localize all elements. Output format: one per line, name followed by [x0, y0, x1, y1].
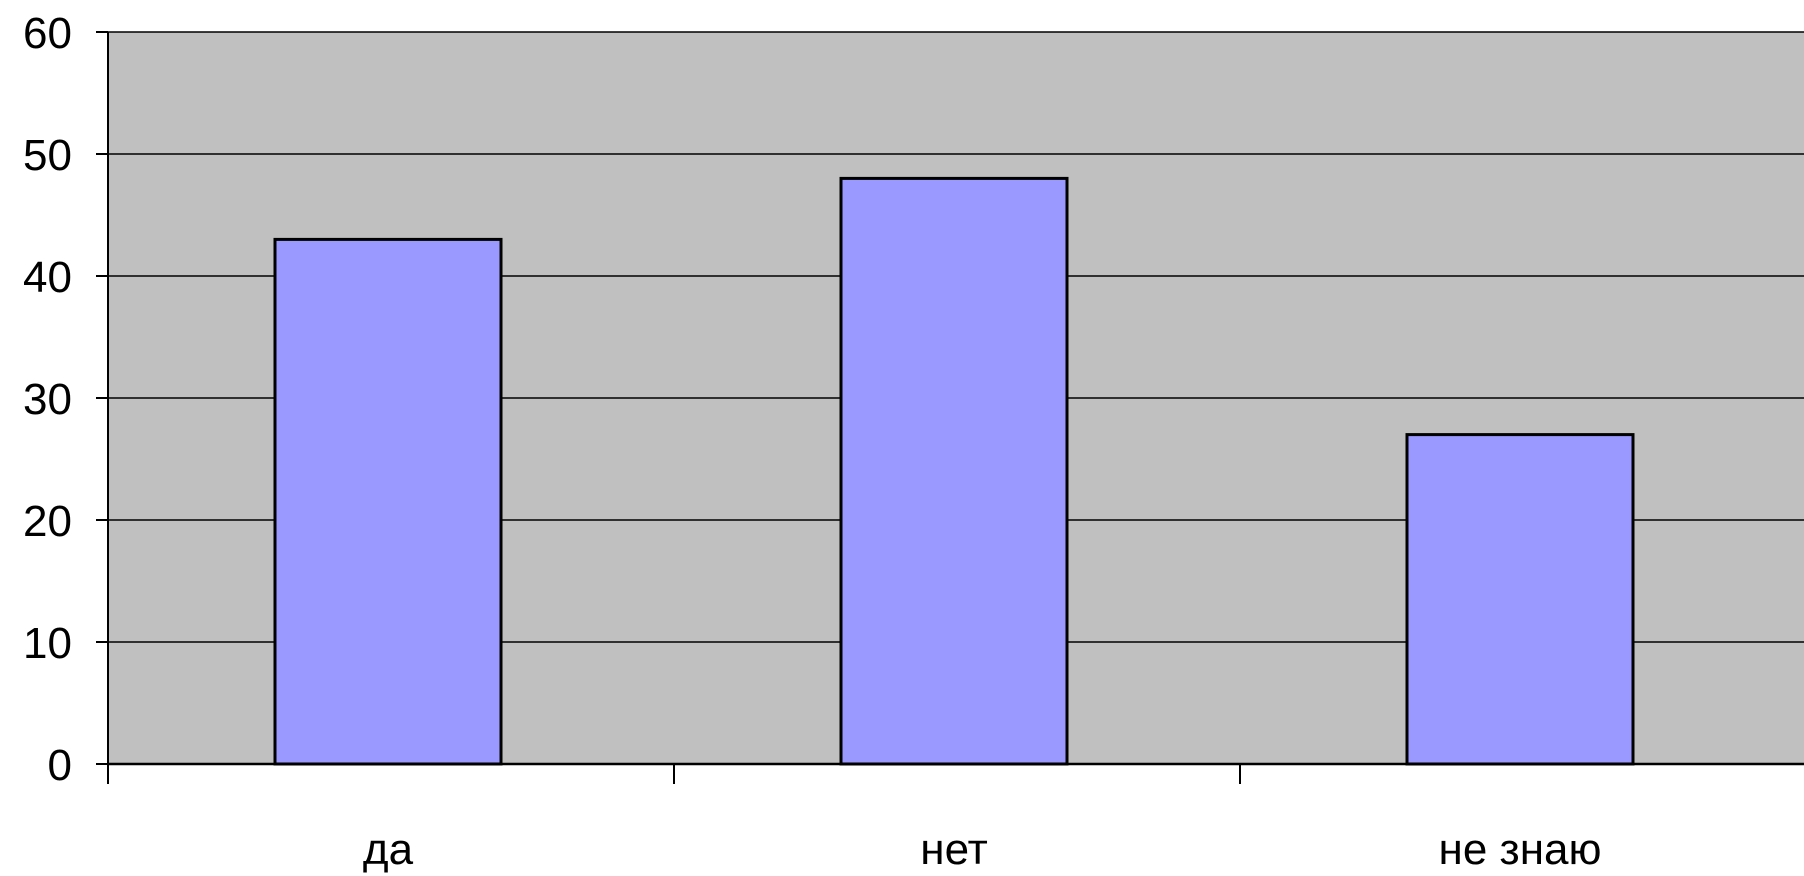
y-tick-label: 0	[48, 741, 72, 790]
y-tick-label: 30	[23, 375, 72, 424]
y-tick-label: 60	[23, 9, 72, 58]
y-axis-ticks: 0 10 20 30 40 50 60	[23, 9, 108, 790]
y-tick-label: 40	[23, 253, 72, 302]
bar-2	[839, 176, 1069, 766]
y-tick-label: 50	[23, 131, 72, 180]
x-tick-label: не знаю	[1439, 825, 1602, 874]
x-tick-label: да	[363, 825, 414, 874]
x-axis-ticks: да нет не знаю	[107, 764, 1602, 874]
y-tick-label: 10	[23, 619, 72, 668]
y-tick-label: 20	[23, 497, 72, 546]
bar-1	[273, 237, 503, 766]
bars	[273, 176, 1635, 766]
x-tick-label: нет	[920, 825, 987, 874]
bar-3	[1405, 433, 1635, 766]
